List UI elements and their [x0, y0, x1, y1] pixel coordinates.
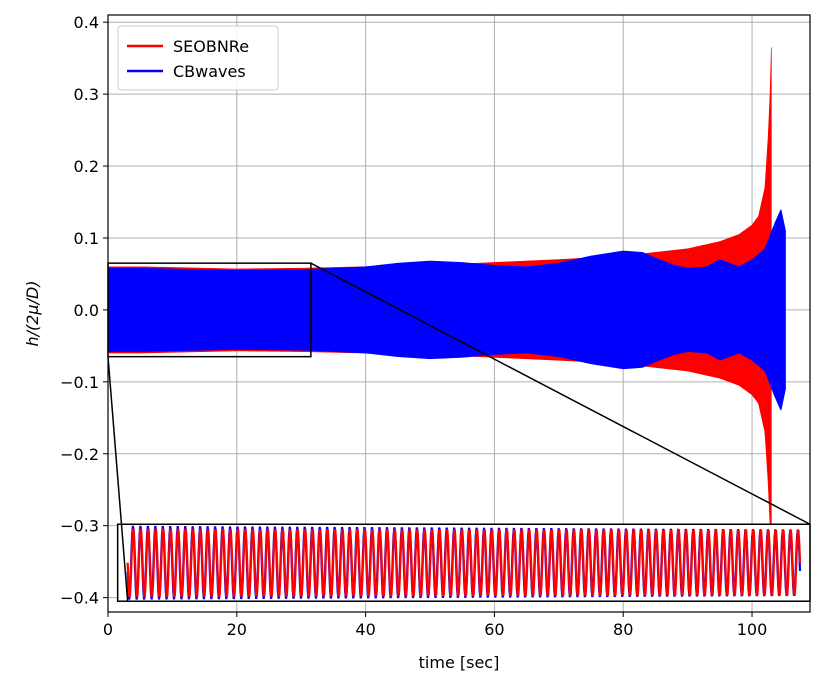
x-tick-label-2: 40	[355, 620, 375, 639]
axes-frame	[107, 14, 811, 613]
zoom-region	[107, 262, 811, 602]
y-tick-label-7: 0.3	[74, 85, 99, 104]
legend-label-seobnre: SEOBNRe	[173, 37, 249, 56]
x-tick-label-1: 20	[227, 620, 247, 639]
x-tick-label-3: 60	[484, 620, 504, 639]
legend: SEOBNRe CBwaves	[117, 25, 279, 91]
legend-box	[117, 25, 279, 91]
ticks: 0 20 40 60 80 100 −0.4 −0.3 −0.2 −0.1 0.0 0.1 0.2 0.3…	[60, 13, 767, 639]
y-tick-label-6: 0.2	[74, 157, 99, 176]
legend-label-cbwaves: CBwaves	[173, 62, 246, 81]
zoom-inset-seobnre-trace	[126, 528, 802, 597]
y-tick-label-5: 0.1	[74, 229, 99, 248]
zoom-connector-left	[107, 356, 129, 602]
y-tick-label-4: 0.0	[74, 301, 99, 320]
y-tick-label-1: −0.3	[60, 517, 99, 536]
zoom-connector-right	[310, 262, 811, 525]
x-tick-label-5: 100	[737, 620, 768, 639]
y-tick-label-0: −0.4	[60, 589, 99, 608]
x-tick-label-0: 0	[103, 620, 113, 639]
x-axis-label: time [sec]	[419, 653, 500, 672]
zoom-inset-traces	[126, 525, 802, 600]
series-cbwaves-line	[108, 209, 786, 411]
y-axis-label: h/(2μ/D)	[23, 280, 42, 346]
y-tick-label-3: −0.1	[60, 373, 99, 392]
y-tick-label-8: 0.4	[74, 13, 99, 32]
x-tick-label-4: 80	[613, 620, 633, 639]
y-tick-label-2: −0.2	[60, 445, 99, 464]
